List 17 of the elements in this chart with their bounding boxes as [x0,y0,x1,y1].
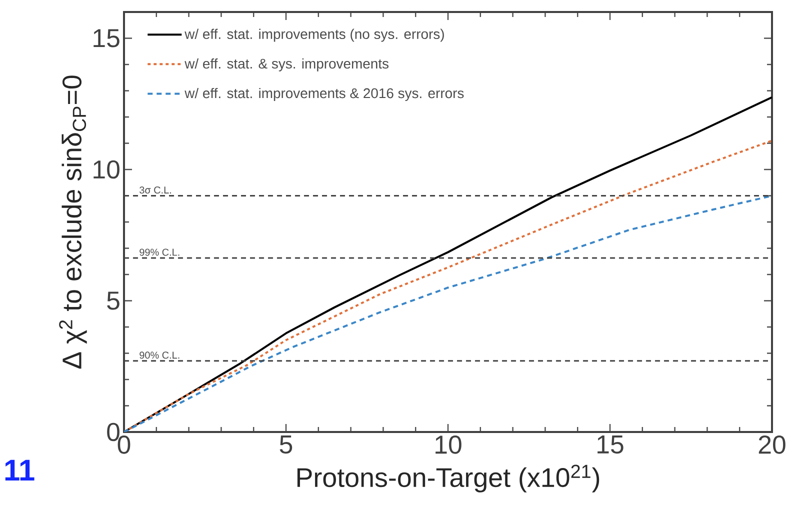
y-tick-label: 5 [107,292,120,310]
y-tick-label: 0 [107,422,120,442]
ref-line-label: 3σ C.L. [140,186,171,194]
legend-label: w/ eff. stat. improvements & 2016 sys. errors [184,88,464,101]
y-tick-label: 15 [94,29,120,48]
y-tick-label: 10 [94,160,120,179]
x-axis-title: Protons-on-Target (x10$^{21}$) [297,464,600,492]
x-tick-label: 20 [758,436,786,454]
legend-label: w/ eff. stat. & sys. improvements [184,58,388,72]
legend-label: w/ eff. stat. improvements (no sys. errors) [184,28,444,42]
text: 11 [5,460,34,480]
y-axis-title: Δ χ$^{2}$ to exclude sinδ$_{CP}$=0 [59,76,87,369]
ref-line-label: 99% C.L. [140,248,180,256]
x-tick-label: 10 [436,436,462,454]
x-tick-label: 5 [280,436,292,454]
x-tick-label: 15 [598,436,624,454]
ref-line-label: 90% C.L. [140,352,180,359]
